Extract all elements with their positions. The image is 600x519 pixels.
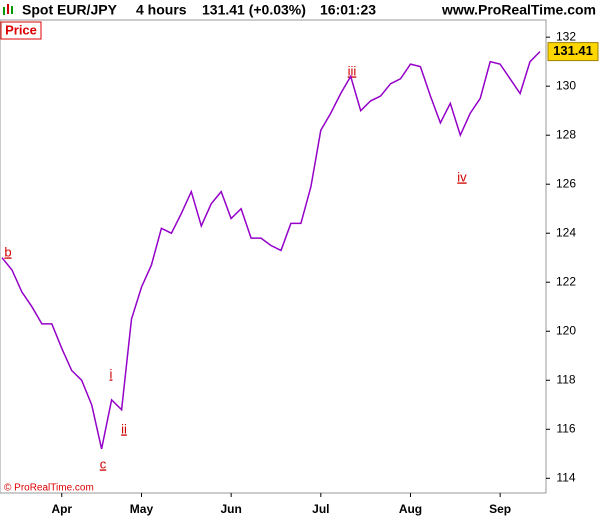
x-tick-label: Sep	[489, 502, 511, 516]
panel-label: Price	[5, 22, 37, 37]
wave-label: ii	[121, 421, 127, 436]
x-tick-label: May	[130, 502, 154, 516]
x-tick-label: Jun	[220, 502, 241, 516]
symbol: Spot EUR/JPY	[22, 2, 118, 18]
logo-bar	[7, 4, 9, 14]
price-line	[1, 51, 541, 450]
y-tick-label: 130	[556, 78, 576, 92]
x-tick-label: Apr	[51, 502, 72, 516]
plot-frame	[0, 19, 547, 494]
last-price-label: 131.41	[553, 43, 593, 58]
y-tick-label: 120	[556, 323, 576, 337]
x-tick-label: Aug	[399, 502, 422, 516]
y-tick-label: 114	[556, 470, 575, 484]
wave-label: iv	[457, 169, 467, 184]
wave-label: iii	[348, 63, 357, 78]
y-tick-label: 132	[556, 29, 576, 43]
wave-label: i	[110, 366, 113, 381]
y-tick-label: 118	[556, 372, 575, 386]
y-tick-label: 128	[556, 127, 576, 141]
y-tick-label: 124	[556, 225, 576, 239]
y-tick-label: 122	[556, 274, 576, 288]
logo-bar	[11, 6, 13, 14]
x-tick-label: Jul	[312, 502, 329, 516]
last-price-box	[547, 42, 599, 62]
logo	[3, 4, 13, 15]
site: www.ProRealTime.com	[441, 2, 596, 18]
copyright: © ProRealTime.com	[4, 483, 94, 494]
logo-bar	[3, 7, 5, 15]
wave-label: b	[4, 244, 11, 259]
y-tick-label: 126	[556, 176, 576, 190]
time: 16:01:23	[320, 2, 376, 18]
wave-label: c	[100, 456, 107, 471]
quote: 131.41 (+0.03%)	[202, 2, 306, 18]
y-tick-label: 116	[556, 421, 575, 435]
period: 4 hours	[136, 2, 187, 18]
panel-label-box	[0, 21, 42, 40]
